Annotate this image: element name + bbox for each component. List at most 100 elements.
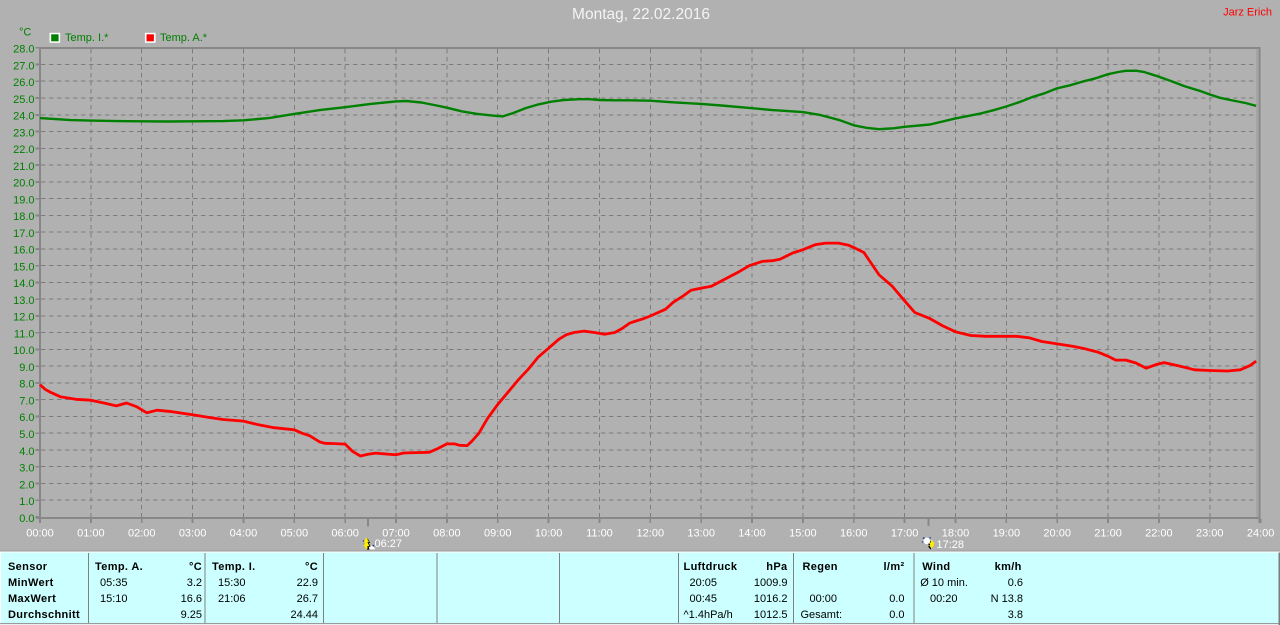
- svg-text:03:00: 03:00: [179, 528, 207, 540]
- svg-text:Wind: Wind: [922, 561, 950, 573]
- svg-text:20.0: 20.0: [13, 178, 34, 190]
- svg-text:3.0: 3.0: [19, 463, 34, 475]
- svg-text:7.0: 7.0: [19, 395, 34, 407]
- svg-text:Montag, 22.02.2016: Montag, 22.02.2016: [572, 6, 710, 23]
- svg-text:Temp. A.: Temp. A.: [95, 561, 143, 573]
- svg-text:MaxWert: MaxWert: [8, 593, 56, 605]
- svg-text:11.0: 11.0: [14, 328, 35, 340]
- svg-text:0.6: 0.6: [1008, 577, 1023, 589]
- svg-text:05:35: 05:35: [100, 577, 128, 589]
- svg-text:00:00: 00:00: [26, 528, 54, 540]
- svg-text:10.0: 10.0: [13, 345, 34, 357]
- svg-text:°C: °C: [305, 561, 318, 573]
- svg-text:Durchschnitt: Durchschnitt: [8, 609, 80, 621]
- svg-text:°C: °C: [19, 27, 31, 39]
- svg-text:Regen: Regen: [803, 561, 838, 573]
- svg-text:08:00: 08:00: [433, 528, 461, 540]
- svg-text:3.2: 3.2: [187, 577, 202, 589]
- svg-text:1.0: 1.0: [19, 496, 34, 508]
- svg-text:l/m²: l/m²: [884, 561, 905, 573]
- svg-text:09:00: 09:00: [484, 528, 512, 540]
- svg-text:02:00: 02:00: [128, 528, 156, 540]
- svg-text:00:45: 00:45: [690, 593, 718, 605]
- svg-text:22.9: 22.9: [297, 577, 318, 589]
- svg-text:12.0: 12.0: [13, 312, 34, 324]
- svg-text:MinWert: MinWert: [8, 577, 54, 589]
- svg-text:24.44: 24.44: [290, 609, 318, 621]
- svg-text:hPa: hPa: [766, 561, 788, 573]
- svg-text:23:00: 23:00: [1196, 528, 1224, 540]
- svg-text:23.0: 23.0: [13, 127, 34, 139]
- svg-text:0.0: 0.0: [889, 593, 904, 605]
- svg-text:00:00: 00:00: [810, 593, 838, 605]
- svg-text:Gesamt:: Gesamt:: [801, 609, 843, 621]
- svg-text:1016.2: 1016.2: [754, 593, 788, 605]
- svg-text:19.0: 19.0: [13, 194, 34, 206]
- svg-text:20:05: 20:05: [690, 577, 718, 589]
- svg-text:Temp. I.: Temp. I.: [212, 561, 256, 573]
- svg-text:20:00: 20:00: [1043, 528, 1071, 540]
- svg-text:25.0: 25.0: [13, 94, 34, 106]
- svg-text:18.0: 18.0: [13, 211, 34, 223]
- svg-text:11:00: 11:00: [586, 528, 613, 540]
- svg-text:05:00: 05:00: [281, 528, 309, 540]
- svg-text:01:00: 01:00: [77, 528, 105, 540]
- svg-text:3.8: 3.8: [1008, 609, 1023, 621]
- svg-text:21:00: 21:00: [1094, 528, 1122, 540]
- svg-text:0.0: 0.0: [889, 609, 904, 621]
- svg-text:Temp. I.*: Temp. I.*: [65, 32, 109, 44]
- svg-text:27.0: 27.0: [13, 60, 34, 72]
- svg-text:21:06: 21:06: [218, 593, 246, 605]
- svg-text:4.0: 4.0: [19, 446, 34, 458]
- svg-text:8.0: 8.0: [19, 379, 34, 391]
- svg-text:06:27: 06:27: [375, 538, 403, 550]
- svg-text:13:00: 13:00: [687, 528, 715, 540]
- svg-text:15:00: 15:00: [789, 528, 817, 540]
- svg-text:N 13.8: N 13.8: [991, 593, 1023, 605]
- svg-text:26.0: 26.0: [13, 77, 34, 89]
- svg-text:1009.9: 1009.9: [754, 577, 788, 589]
- svg-text:00:20: 00:20: [930, 593, 958, 605]
- svg-text:^1.4hPa/h: ^1.4hPa/h: [684, 609, 733, 621]
- svg-text:9.0: 9.0: [19, 362, 34, 374]
- svg-text:Temp. A.*: Temp. A.*: [160, 32, 208, 44]
- svg-text:16:00: 16:00: [840, 528, 868, 540]
- svg-text:°C: °C: [189, 561, 202, 573]
- svg-text:Jarz Erich: Jarz Erich: [1223, 7, 1272, 19]
- svg-text:5.0: 5.0: [19, 429, 34, 441]
- svg-text:15:10: 15:10: [100, 593, 128, 605]
- svg-text:0.0: 0.0: [19, 513, 34, 525]
- svg-text:17:00: 17:00: [891, 528, 919, 540]
- svg-text:24:00: 24:00: [1247, 528, 1275, 540]
- svg-text:14.0: 14.0: [13, 278, 34, 290]
- svg-text:15.0: 15.0: [13, 261, 34, 273]
- svg-text:22:00: 22:00: [1145, 528, 1173, 540]
- svg-text:24.0: 24.0: [13, 111, 34, 123]
- svg-text:26.7: 26.7: [297, 593, 318, 605]
- svg-text:Luftdruck: Luftdruck: [684, 561, 738, 573]
- svg-text:6.0: 6.0: [19, 412, 34, 424]
- svg-text:17:28: 17:28: [937, 539, 965, 551]
- svg-text:16.0: 16.0: [13, 245, 34, 257]
- svg-text:2.0: 2.0: [19, 479, 34, 491]
- svg-text:22.0: 22.0: [13, 144, 34, 156]
- svg-text:17.0: 17.0: [13, 228, 34, 240]
- svg-text:13.0: 13.0: [13, 295, 34, 307]
- svg-text:19:00: 19:00: [993, 528, 1021, 540]
- svg-text:Ø 10 min.: Ø 10 min.: [920, 577, 968, 589]
- svg-text:10:00: 10:00: [535, 528, 563, 540]
- svg-text:16.6: 16.6: [181, 593, 202, 605]
- svg-text:04:00: 04:00: [230, 528, 258, 540]
- svg-text:1012.5: 1012.5: [754, 609, 788, 621]
- svg-text:km/h: km/h: [995, 561, 1022, 573]
- svg-text:14:00: 14:00: [738, 528, 766, 540]
- svg-text:Sensor: Sensor: [8, 561, 48, 573]
- svg-text:15:30: 15:30: [218, 577, 246, 589]
- svg-text:06:00: 06:00: [331, 528, 359, 540]
- svg-text:21.0: 21.0: [13, 161, 34, 173]
- svg-text:12:00: 12:00: [637, 528, 665, 540]
- svg-text:07:00: 07:00: [382, 528, 410, 540]
- svg-text:18:00: 18:00: [942, 528, 970, 540]
- svg-text:9.25: 9.25: [181, 609, 202, 621]
- svg-text:28.0: 28.0: [13, 44, 34, 56]
